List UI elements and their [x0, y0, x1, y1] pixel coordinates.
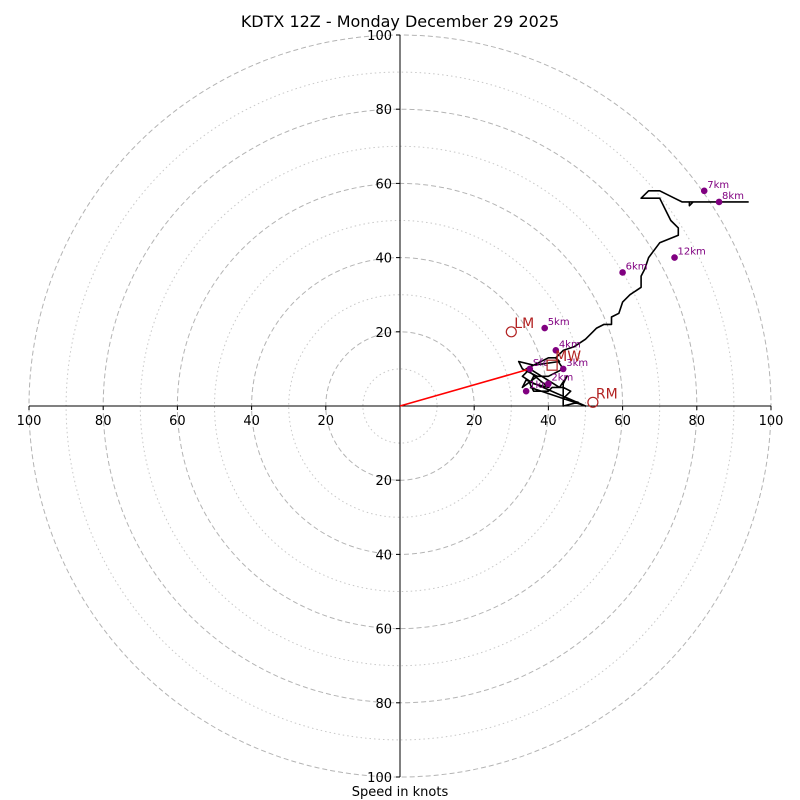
x-tick-label: 40 — [540, 414, 557, 429]
x-axis-label: Speed in knots — [352, 785, 449, 800]
height-marker-12km — [671, 254, 678, 261]
height-label-Sfc: Sfc — [533, 358, 548, 369]
x-tick-label: 100 — [17, 414, 42, 429]
height-marker-1km — [522, 387, 530, 395]
x-tick-label: 20 — [466, 414, 483, 429]
y-tick-label: 80 — [375, 697, 392, 712]
height-marker-5km — [541, 324, 548, 332]
x-tick-label: 100 — [759, 414, 784, 429]
height-label-7km: 7km — [707, 180, 729, 191]
x-tick-label: 20 — [318, 414, 335, 429]
height-marker-8km — [715, 198, 723, 206]
x-tick-label: 80 — [95, 414, 112, 429]
height-label-5km: 5km — [548, 317, 570, 328]
storm-label-RM: RM — [596, 386, 618, 402]
height-label-1km: 1km — [529, 380, 551, 391]
series-lines — [399, 190, 749, 407]
y-tick-label: 100 — [367, 771, 392, 786]
height-marker-Sfc — [526, 365, 534, 373]
hodograph-line — [517, 190, 749, 407]
x-tick-label: 60 — [169, 414, 186, 429]
y-tick-label: 20 — [375, 326, 392, 341]
x-tick-label: 40 — [243, 414, 260, 429]
storm-label-LM: LM — [514, 316, 534, 332]
x-tick-label: 80 — [689, 414, 706, 429]
y-tick-label: 60 — [375, 623, 392, 638]
height-marker-6km — [619, 269, 626, 276]
height-label-3km: 3km — [566, 358, 588, 369]
height-marker-2km — [545, 380, 552, 388]
storm-label-MW: MW — [555, 349, 581, 365]
height-label-8km: 8km — [722, 191, 744, 202]
y-tick-label: 40 — [375, 548, 392, 563]
storm-marker-RM — [587, 396, 599, 408]
storm-marker-MW — [546, 359, 558, 371]
x-tick-label: 60 — [614, 414, 631, 429]
tick-labels: 100 100 80 80 60 60 40 40 20 20 20 20 40 40 60 60 80 80 10… — [17, 29, 784, 786]
storm-motion-vector-line — [399, 368, 531, 407]
y-tick-label: 20 — [375, 474, 392, 489]
y-tick-label: 80 — [375, 103, 392, 118]
y-tick-label: 60 — [375, 177, 392, 192]
y-tick-label: 100 — [367, 29, 392, 44]
height-label-4km: 4km — [559, 339, 581, 350]
chart-title: KDTX 12Z - Monday December 29 2025 — [241, 12, 559, 31]
y-tick-label: 40 — [375, 252, 392, 267]
height-marker-3km — [559, 365, 567, 373]
height-label-12km: 12km — [678, 247, 706, 258]
height-marker-7km — [700, 187, 708, 195]
storm-marker-LM — [505, 326, 517, 338]
height-label-2km: 2km — [551, 373, 573, 384]
height-marker-4km — [552, 347, 560, 354]
height-label-6km: 6km — [626, 261, 648, 272]
